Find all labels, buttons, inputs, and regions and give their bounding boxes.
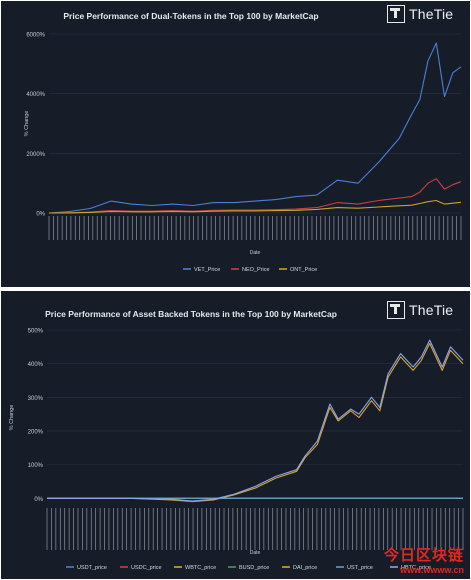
y-axis-label: % Change: [9, 405, 15, 431]
watermark: 今日区块链 www.wwww.cn: [384, 544, 464, 575]
legend-label: DAI_price: [293, 565, 317, 571]
series-line-neo-price: [48, 178, 462, 214]
chart-title: Price Performance of Dual-Tokens in the …: [63, 11, 319, 21]
legend-label: NEO_Price: [242, 267, 270, 273]
watermark-text: 今日区块链: [383, 547, 464, 564]
legend-label: VET_Price: [194, 267, 220, 273]
y-tick-label: 0%: [36, 212, 45, 218]
y-tick-label: 0%: [34, 497, 43, 503]
brand-logo: TheTie: [387, 5, 453, 23]
thetie-logo-icon: [387, 301, 405, 319]
y-tick-label: 500%: [28, 329, 44, 335]
legend-label: USDC_price: [131, 565, 162, 571]
legend-label: USDT_price: [77, 565, 107, 571]
dual-tokens-line-chart: 0% 2000% 4000% 6000% % Change Date VET_Price NE…: [24, 33, 462, 273]
legend-label: ONT_Price: [290, 267, 317, 273]
chart-panel-asset-backed-tokens: Price Performance of Asset Backed Tokens…: [1, 291, 470, 579]
y-tick-label: 200%: [28, 429, 44, 435]
brand-text: TheTie: [409, 6, 454, 22]
series-line-ont-price: [48, 199, 462, 214]
watermark-url: www.wwww.cn: [400, 565, 464, 575]
y-tick-label: 2000%: [26, 152, 45, 158]
asset-backed-line-chart: 0% 100% 200% 300% 400% 500% % Change Date USDT_p…: [9, 329, 464, 571]
y-tick-label: 300%: [28, 396, 44, 402]
legend-label: BUSD_price: [239, 565, 269, 571]
thetie-logo-icon: [387, 5, 405, 23]
x-axis-label: Date: [250, 250, 261, 256]
x-axis-label: Date: [250, 550, 261, 556]
series-line-wbtc-price: [47, 342, 464, 503]
legend-label: WBTC_price: [185, 565, 216, 571]
y-tick-label: 6000%: [26, 33, 45, 39]
chart-title: Price Performance of Asset Backed Tokens…: [45, 309, 337, 319]
legend-label: UST_price: [347, 565, 373, 571]
brand-logo: TheTie: [387, 301, 453, 319]
y-tick-label: 4000%: [26, 92, 45, 98]
y-tick-label: 100%: [28, 463, 44, 469]
series-line-hbtc-price: [47, 339, 464, 502]
y-axis-label: % Change: [24, 111, 30, 137]
y-tick-label: 400%: [28, 362, 44, 368]
brand-text: TheTie: [409, 302, 454, 318]
legend-label: HBTC_price: [401, 565, 431, 571]
series-line-vet-price: [48, 42, 462, 214]
chart-panel-dual-tokens: Price Performance of Dual-Tokens in the …: [1, 1, 470, 287]
